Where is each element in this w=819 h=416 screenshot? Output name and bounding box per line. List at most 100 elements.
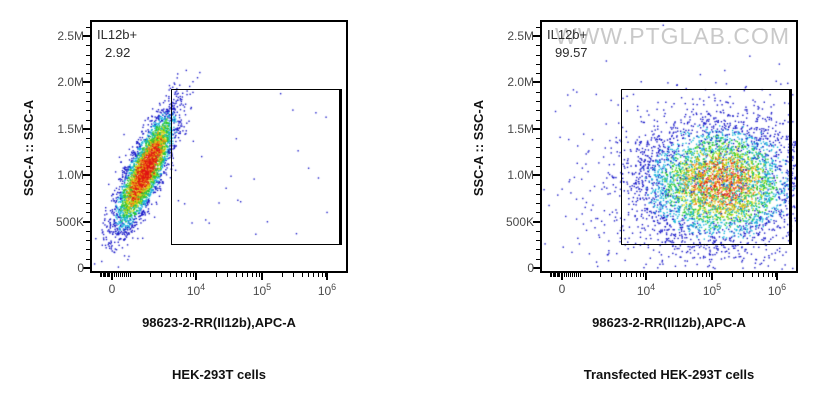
scatter-canvas: [542, 22, 796, 271]
axis-tick: [701, 273, 703, 277]
axis-tick: [645, 273, 647, 280]
axis-tick: [743, 273, 745, 277]
axis-tick: [86, 100, 90, 102]
axis-tick: [536, 100, 540, 102]
y-tick-label: 500K: [505, 214, 534, 229]
axis-tick: [536, 63, 540, 65]
plot-block-left: IL12b+ 2.92 SSC-A :: SSC-A 98623-2-RR(Il…: [21, 20, 348, 382]
axis-tick: [560, 273, 562, 277]
axis-tick: [570, 273, 571, 277]
axis-tick: [557, 273, 559, 277]
x-tick-label: 104: [636, 282, 656, 298]
axis-tick: [677, 273, 679, 277]
axis-tick: [242, 273, 244, 277]
axis-tick: [86, 26, 90, 28]
axis-tick: [281, 273, 283, 277]
y-tick-label: 500K: [55, 214, 84, 229]
axis-tick: [86, 184, 90, 186]
axis-tick: [86, 212, 90, 214]
axis-tick: [611, 273, 613, 277]
axis-tick: [533, 220, 540, 223]
axis-tick: [568, 273, 569, 277]
axis-tick: [169, 273, 171, 277]
axis-tick: [665, 273, 667, 277]
axis-tick: [758, 273, 760, 277]
y-tick-label: 2.0M: [507, 75, 534, 90]
axis-tick: [321, 273, 323, 277]
axis-tick: [708, 273, 710, 277]
axis-tick: [555, 273, 557, 277]
axis-tick: [86, 147, 90, 149]
axis-tick: [536, 156, 540, 158]
plot-caption: Transfected HEK-293T cells: [583, 367, 755, 382]
axis-tick: [109, 273, 111, 277]
axis-tick: [326, 273, 328, 280]
axis-tick: [536, 249, 540, 251]
axis-tick: [86, 258, 90, 260]
axis-tick: [556, 273, 558, 277]
axis-tick: [86, 240, 90, 242]
gate-percentage: 99.57: [555, 45, 588, 60]
axis-tick: [86, 63, 90, 65]
axis-tick: [192, 273, 194, 277]
axis-tick: [116, 273, 117, 277]
axis-tick: [549, 273, 551, 277]
y-axis-title: SSC-A :: SSC-A: [471, 99, 486, 197]
axis-tick: [235, 273, 237, 277]
axis-tick: [86, 45, 90, 47]
axis-tick: [185, 273, 187, 277]
axis-tick: [533, 35, 540, 37]
axis-tick: [301, 273, 303, 277]
axis-tick: [639, 273, 641, 277]
axis-tick: [83, 220, 90, 223]
axis-tick: [536, 147, 540, 149]
axis-tick: [776, 273, 778, 280]
axis-tick: [86, 249, 90, 251]
axis-tick: [536, 73, 540, 75]
axis-tick: [181, 273, 183, 277]
axis-tick: [189, 273, 191, 277]
axis-tick: [536, 91, 540, 93]
axis-tick: [149, 273, 151, 277]
y-tick-label: 1.0M: [507, 168, 534, 183]
axis-tick: [533, 174, 540, 177]
axis-tick: [685, 273, 687, 277]
axis-tick: [533, 127, 540, 130]
y-tick-label: 2.5M: [57, 29, 84, 43]
axis-tick: [536, 184, 540, 186]
axis-tick: [313, 273, 315, 277]
axis-tick: [227, 273, 229, 277]
y-axis-title: SSC-A :: SSC-A: [21, 99, 36, 197]
axis-tick: [251, 273, 253, 277]
axis-tick: [120, 273, 121, 277]
axis-tick: [86, 138, 90, 140]
axis-tick: [102, 273, 104, 277]
axis-tick: [631, 273, 633, 277]
y-tick-label: 1.5M: [57, 121, 84, 136]
axis-tick: [705, 273, 707, 277]
y-tick-label: 0: [527, 261, 534, 275]
axis-tick: [697, 273, 699, 277]
axis-tick: [126, 273, 127, 277]
axis-tick: [626, 273, 628, 277]
x-tick-label: 0: [558, 282, 566, 296]
gate-rectangle: [171, 89, 342, 245]
gate-percentage: 2.92: [105, 45, 131, 60]
axis-tick: [86, 193, 90, 195]
plot-block-right: WWW.PTGLAB.COM IL12b+ 99.57 SSC-A :: SSC…: [450, 0, 819, 416]
axis-tick: [86, 165, 90, 167]
axis-tick: [258, 273, 260, 277]
axis-tick: [536, 193, 540, 195]
axis-tick: [122, 273, 123, 277]
plot-caption: HEK-293T cells: [172, 367, 266, 382]
axis-tick: [176, 273, 178, 277]
axis-tick: [324, 273, 326, 277]
y-tick-label: 1.0M: [57, 168, 84, 183]
axis-tick: [106, 273, 108, 277]
axis-tick: [308, 273, 310, 277]
axis-tick: [553, 273, 555, 277]
axis-tick: [86, 156, 90, 158]
axis-tick: [731, 273, 733, 277]
axis-tick: [83, 127, 90, 130]
